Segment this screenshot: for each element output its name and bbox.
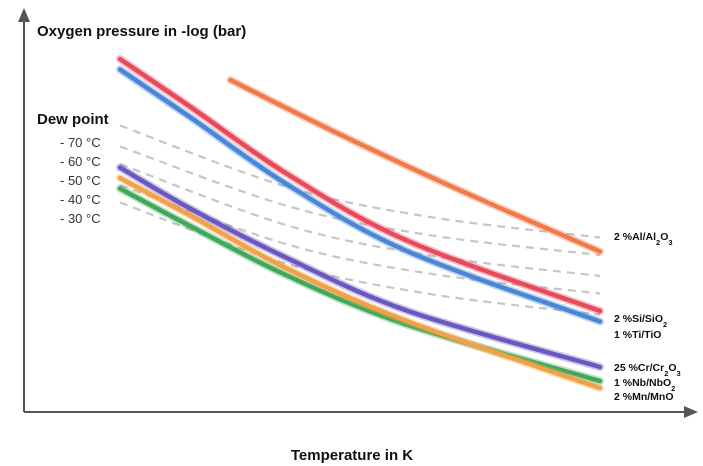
dew-point-line xyxy=(119,183,601,295)
dew-tick-minus-40: - 40 °C xyxy=(60,192,101,207)
dew-point-line xyxy=(119,145,601,257)
x-axis-title: Temperature in K xyxy=(291,447,413,464)
series-line xyxy=(117,165,603,370)
y-axis-arrow xyxy=(18,8,30,22)
dew-point-title: Dew point xyxy=(37,111,109,128)
series-line xyxy=(117,56,603,314)
axes xyxy=(18,8,698,418)
series-label: 2 %Mn/MnO xyxy=(614,391,674,403)
dew-tick-minus-30: - 30 °C xyxy=(60,211,101,226)
dew-tick-minus-70: - 70 °C xyxy=(60,135,101,150)
series-label: 2 %Al/Al2O3 xyxy=(614,231,673,247)
dew-tick-minus-50: - 50 °C xyxy=(60,173,101,188)
dew-point-ticks: - 70 °C - 60 °C - 50 °C - 40 °C - 30 °C xyxy=(60,135,101,226)
series-line xyxy=(228,77,603,254)
series-label: 1 %Ti/TiO xyxy=(614,329,661,341)
y-axis-title: Oxygen pressure in -log (bar) xyxy=(37,23,246,40)
dew-tick-minus-60: - 60 °C xyxy=(60,154,101,169)
x-axis-arrow xyxy=(684,406,698,418)
dew-point-line xyxy=(119,124,601,239)
dew-point-line xyxy=(119,162,601,278)
series-label: 1 %Nb/NbO2 xyxy=(614,377,675,393)
series-line xyxy=(117,67,603,324)
series-label: 2 %Si/SiO2 xyxy=(614,313,667,329)
series-line xyxy=(117,175,603,391)
series-lines xyxy=(116,55,604,392)
series-line-glow xyxy=(116,55,604,315)
dew-point-line xyxy=(119,201,601,316)
series-label: 25 %Cr/Cr2O3 xyxy=(614,362,681,378)
